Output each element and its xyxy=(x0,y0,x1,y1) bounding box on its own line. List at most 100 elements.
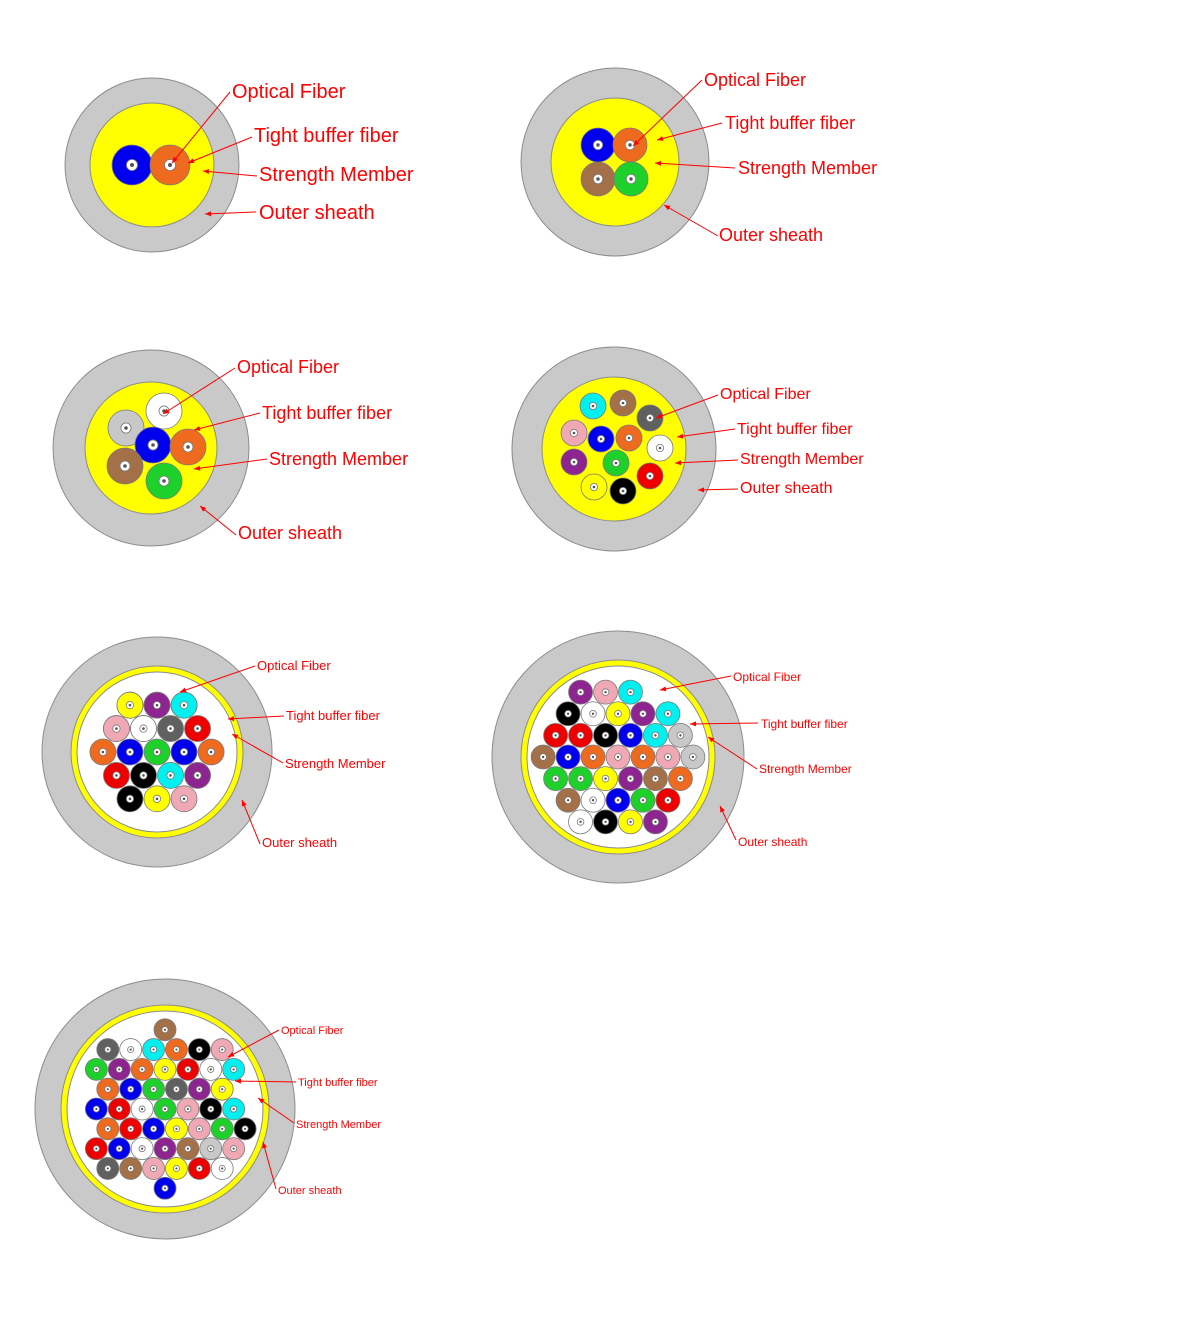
tight-buffer-fiber xyxy=(602,449,630,477)
fiber-core xyxy=(691,755,695,759)
tight-buffer-fiber xyxy=(107,1097,131,1121)
tight-buffer-fiber xyxy=(142,1157,165,1180)
tight-buffer-fiber xyxy=(130,715,157,742)
tight-buffer-fiber xyxy=(568,679,593,705)
tight-buffer-fiber xyxy=(96,1117,120,1141)
fiber-core xyxy=(152,1088,155,1091)
fiber-core xyxy=(243,1127,247,1130)
fiber-core xyxy=(163,1187,167,1190)
fiber-core xyxy=(118,1147,121,1150)
leader-line xyxy=(663,204,719,237)
diagram-layer xyxy=(34,67,759,1240)
fiber-core xyxy=(155,703,159,707)
fiber-core xyxy=(666,799,670,802)
fiber-core xyxy=(175,1167,178,1170)
leader-arrowhead xyxy=(698,487,705,493)
leader-line xyxy=(199,505,237,536)
leader-arrowhead xyxy=(205,211,212,217)
fiber-core xyxy=(182,750,186,754)
fiber-core xyxy=(155,797,159,801)
fiber-core xyxy=(175,1048,178,1051)
fiber-core xyxy=(175,1088,178,1091)
fiber-core xyxy=(679,734,682,737)
leader-arrowhead xyxy=(228,716,235,722)
tight-buffer-fiber xyxy=(145,392,183,430)
leader-arrowhead xyxy=(203,169,210,175)
tight-buffer-fiber xyxy=(119,1117,143,1141)
tight-buffer-fiber xyxy=(199,1137,223,1161)
tight-buffer-fiber xyxy=(630,787,656,813)
tight-buffer-fiber xyxy=(222,1057,246,1081)
fiber-core xyxy=(198,1088,201,1091)
label-optical-fiber: Optical Fiber xyxy=(237,357,339,377)
label-strength-member: Strength Member xyxy=(269,449,408,469)
label-strength-member: Strength Member xyxy=(259,164,414,186)
tight-buffer-fiber xyxy=(668,766,693,792)
label-outer-sheath: Outer sheath xyxy=(738,835,807,849)
leader-arrowhead xyxy=(258,1098,265,1104)
label-optical-fiber: Optical Fiber xyxy=(704,70,806,90)
fiber-core xyxy=(629,777,632,780)
cable-36-fiber xyxy=(491,630,759,884)
fiber-core xyxy=(198,1127,201,1130)
tight-buffer-fiber xyxy=(579,392,607,420)
leader-arrowhead xyxy=(664,205,671,211)
fiber-core xyxy=(95,1068,98,1071)
label-outer-sheath: Outer sheath xyxy=(262,835,337,850)
fiber-core xyxy=(129,1167,132,1170)
fiber-core xyxy=(186,1147,189,1150)
tight-buffer-fiber xyxy=(630,744,656,770)
fiber-core xyxy=(162,479,166,483)
fiber-core xyxy=(627,436,631,440)
fiber-core xyxy=(95,1107,98,1111)
fiber-core xyxy=(648,416,652,420)
fiber-core xyxy=(106,1088,109,1091)
leader-line xyxy=(719,805,737,841)
leader-line xyxy=(234,1080,297,1083)
tight-buffer-fiber xyxy=(153,1176,177,1200)
fiber-core xyxy=(142,727,145,730)
leader-arrowhead xyxy=(675,460,682,466)
leader-line xyxy=(676,428,736,438)
fiber-core xyxy=(579,777,582,780)
tight-buffer-fiber xyxy=(119,1077,143,1101)
fiber-core xyxy=(196,774,199,777)
fiber-core xyxy=(641,755,645,759)
label-outer-sheath: Outer sheath xyxy=(278,1185,342,1197)
tight-buffer-fiber xyxy=(111,144,153,186)
tight-buffer-fiber xyxy=(580,127,616,163)
tight-buffer-fiber xyxy=(143,785,171,813)
fiber-core xyxy=(115,727,118,730)
fiber-core xyxy=(101,750,105,754)
fiber-core xyxy=(628,143,632,147)
fiber-core xyxy=(182,703,186,707)
leader-line xyxy=(655,394,719,419)
leader-line xyxy=(689,722,759,725)
tight-buffer-fiber xyxy=(184,762,211,789)
cable-2-fiber xyxy=(64,77,258,253)
tight-buffer-fiber xyxy=(184,715,211,742)
fiber-core xyxy=(95,1147,98,1150)
leader-line xyxy=(654,162,736,169)
fiber-core xyxy=(221,1127,224,1130)
tight-buffer-fiber xyxy=(609,389,637,417)
leader-line xyxy=(656,122,723,141)
tight-buffer-fiber xyxy=(107,1057,131,1081)
leader-line xyxy=(202,170,258,177)
tight-buffer-fiber xyxy=(618,679,643,705)
tight-buffer-fiber xyxy=(609,477,637,505)
fiber-core xyxy=(591,712,595,715)
tight-buffer-fiber xyxy=(84,1097,108,1121)
fiber-core xyxy=(209,1147,212,1150)
tight-buffer-fiber xyxy=(96,1077,120,1101)
tight-buffer-fiber xyxy=(636,404,664,432)
leader-arrowhead xyxy=(180,687,187,693)
fiber-core xyxy=(142,774,145,777)
label-strength-member: Strength Member xyxy=(759,762,852,776)
label-optical-fiber: Optical Fiber xyxy=(733,670,801,684)
fiber-core xyxy=(572,460,576,464)
tight-buffer-fiber xyxy=(643,766,668,792)
tight-buffer-fiber xyxy=(580,161,616,197)
tight-buffer-fiber xyxy=(143,691,171,719)
tight-buffer-fiber xyxy=(560,448,588,476)
